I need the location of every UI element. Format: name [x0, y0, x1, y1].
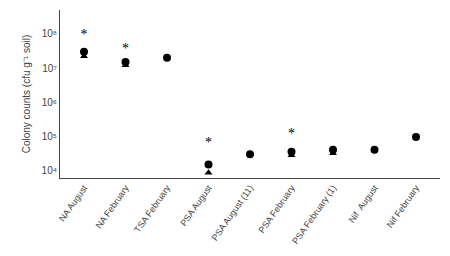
svg-text:10⁷: 10⁷	[42, 63, 57, 74]
svg-text:Colony counts (cfu g⁻¹ soil): Colony counts (cfu g⁻¹ soil)	[21, 35, 32, 154]
svg-text:Nif February: Nif February	[385, 183, 422, 230]
svg-text:TSA February: TSA February	[132, 183, 172, 235]
svg-text:NA August: NA August	[57, 183, 90, 224]
svg-text:PSA August: PSA August	[178, 183, 214, 228]
svg-text:10⁶: 10⁶	[42, 97, 57, 108]
svg-text:10⁵: 10⁵	[42, 131, 57, 142]
svg-text:NA February: NA February	[94, 183, 131, 231]
svg-text:*: *	[81, 27, 88, 42]
svg-text:*: *	[205, 135, 212, 150]
svg-text:*: *	[288, 126, 295, 141]
svg-text:PSA February (1): PSA February (1)	[290, 183, 338, 246]
svg-text:10⁴: 10⁴	[42, 165, 57, 176]
svg-text:Nif August: Nif August	[347, 183, 380, 225]
svg-text:*: *	[122, 41, 129, 56]
svg-text:PSA August (11): PSA August (11)	[210, 183, 256, 242]
svg-text:10⁸: 10⁸	[42, 28, 57, 39]
svg-text:PSA February: PSA February	[256, 183, 297, 235]
